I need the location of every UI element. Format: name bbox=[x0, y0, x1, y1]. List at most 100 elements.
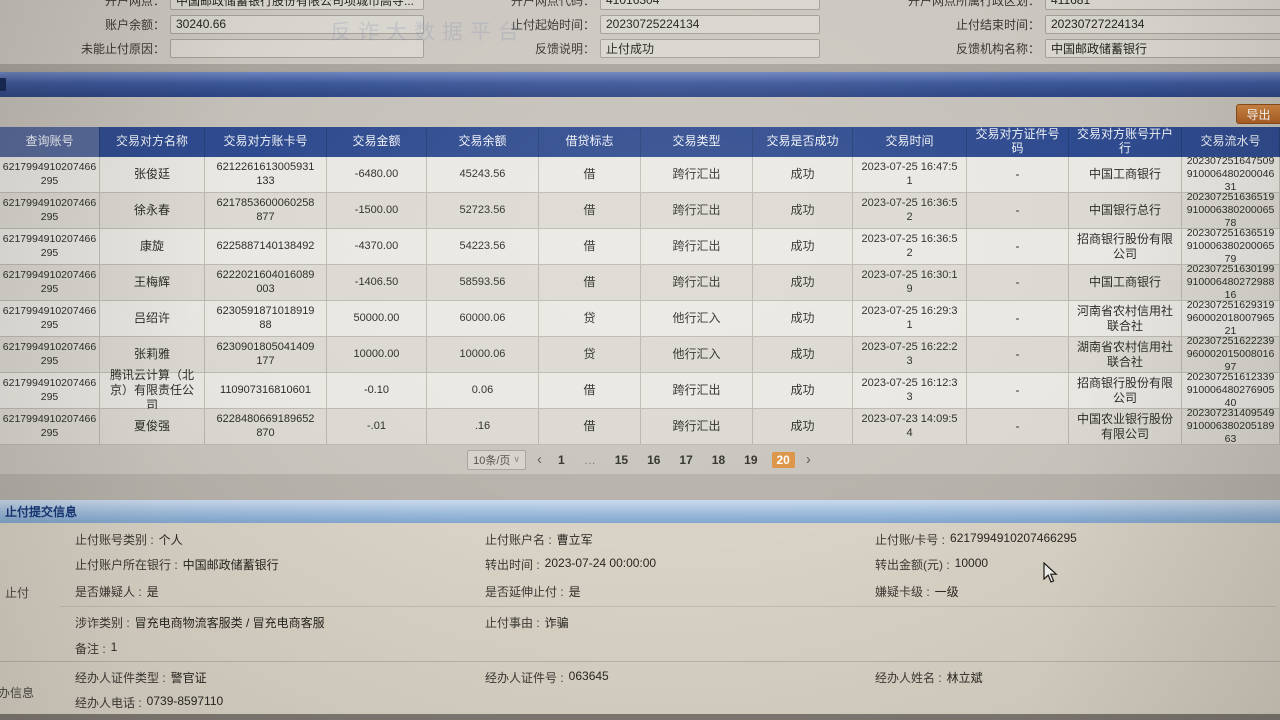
column-header[interactable]: 借贷标志 bbox=[539, 127, 641, 157]
transactions-table: 查询账号 交易对方名称 交易对方账卡号 交易金额 交易余额 借贷标志 交易类型 交易是否成功交… bbox=[0, 127, 1280, 445]
field-label: 止付起始时间： bbox=[510, 17, 595, 32]
field-stop-end-time: 止付结束时间： 20230727224134 bbox=[860, 12, 1280, 36]
table-row[interactable]: 6217994910207466295 腾讯云计算（北京）有限责任公司 110907… bbox=[0, 368, 1280, 412]
stop-start-time-input[interactable]: 20230725224134 bbox=[600, 14, 820, 34]
field-value: 6217994910207466295 bbox=[950, 531, 1077, 545]
mouse-cursor bbox=[1043, 562, 1058, 583]
table-cell: 借 bbox=[539, 229, 641, 265]
column-header[interactable]: 查询账号 bbox=[0, 127, 100, 157]
table-cell: 6217994910207466295 bbox=[0, 265, 100, 301]
field-value: 警官证 bbox=[170, 671, 207, 685]
page-button[interactable]: 20 bbox=[771, 451, 795, 468]
section-title: 止付提交信息 bbox=[5, 505, 78, 519]
column-header[interactable]: 交易类型 bbox=[641, 127, 753, 157]
column-header[interactable]: 交易余额 bbox=[427, 127, 539, 157]
account-balance-input[interactable]: 30240.66 bbox=[170, 14, 424, 34]
page-button[interactable]: 1 bbox=[558, 452, 565, 467]
column-header[interactable]: 交易流水号 bbox=[1182, 127, 1280, 157]
export-button[interactable]: 导出 bbox=[1236, 104, 1280, 124]
field-label: 未能止付原因： bbox=[80, 41, 165, 56]
table-cell: 王梅辉 bbox=[100, 265, 205, 301]
table-cell: 成功 bbox=[753, 409, 853, 445]
table-row[interactable]: 6217994910207466295 张俊廷 621226161300593113… bbox=[0, 155, 1280, 193]
table-cell: 6217994910207466295 bbox=[0, 193, 100, 229]
page-button[interactable]: 15 bbox=[614, 452, 629, 467]
field-branch-code: 开户网点代码： 41016304 bbox=[440, 0, 860, 12]
next-page-button[interactable]: › bbox=[805, 451, 811, 468]
table-cell: 跨行汇出 bbox=[641, 265, 753, 301]
page-button[interactable]: 17 bbox=[679, 452, 693, 467]
prev-page-button[interactable]: ‹ bbox=[537, 451, 543, 468]
table-cell: 他行汇入 bbox=[641, 337, 753, 373]
feedback-note-input[interactable]: 止付成功 bbox=[600, 38, 820, 58]
table-cell: 6217994910207466295 bbox=[0, 229, 100, 265]
table-cell: 中国银行总行 bbox=[1069, 193, 1182, 229]
operator-form bbox=[0, 661, 1280, 714]
table-row[interactable]: 6217994910207466295 张莉雅 623090180504140917… bbox=[0, 335, 1280, 373]
title-bar bbox=[0, 72, 1280, 97]
column-header[interactable]: 交易对方名称 bbox=[100, 127, 205, 157]
table-cell: 6217994910207466295 bbox=[0, 301, 100, 337]
field-feedback-note: 反馈说明： 止付成功 bbox=[440, 36, 860, 60]
field-branch: 开户网点： 中国邮政储蓄银行股份有限公司项城市高寺... bbox=[0, 0, 440, 12]
page-button[interactable]: 16 bbox=[647, 452, 661, 467]
table-cell: - bbox=[967, 409, 1069, 445]
table-row[interactable]: 6217994910207466295 王梅辉 622202160401608900… bbox=[0, 263, 1280, 301]
table-cell: - bbox=[967, 157, 1069, 193]
page-button[interactable]: 19 bbox=[744, 452, 758, 467]
table-cell: 跨行汇出 bbox=[641, 229, 753, 265]
field-value: 是 bbox=[568, 585, 581, 599]
column-header[interactable]: 交易是否成功 bbox=[753, 127, 853, 157]
field-stop-account-name: 止付账户名 : 曹立军 bbox=[485, 531, 593, 548]
table-row[interactable]: 6217994910207466295 夏俊强 622848066918965287… bbox=[0, 407, 1280, 445]
field-fraud-category: 涉诈类别 : 冒充电商物流客服类 / 冒充电商客服 bbox=[75, 614, 325, 631]
table-cell: -6480.00 bbox=[327, 157, 427, 193]
table-cell: 借 bbox=[539, 409, 641, 445]
column-header[interactable]: 交易对方证件号码 bbox=[967, 127, 1069, 157]
table-cell: 20230725162931996000201800796521 bbox=[1182, 299, 1280, 337]
field-operator-name: 经办人姓名 : 林立斌 bbox=[875, 669, 983, 686]
stop-payment-form bbox=[0, 523, 1280, 661]
table-cell: 成功 bbox=[753, 373, 853, 409]
column-header[interactable]: 交易对方账号开户行 bbox=[1069, 127, 1182, 157]
table-cell: - bbox=[967, 265, 1069, 301]
page-size-select[interactable]: 10条/页 ∨ bbox=[467, 449, 527, 470]
table-cell: -0.10 bbox=[327, 373, 427, 409]
table-cell: 跨行汇出 bbox=[641, 157, 753, 193]
table-cell: 徐永春 bbox=[100, 193, 205, 229]
table-row[interactable]: 6217994910207466295 康旋 6225887140138492 -43… bbox=[0, 227, 1280, 265]
table-cell: 20230723140954991000638020518963 bbox=[1182, 407, 1280, 445]
stop-end-time-input[interactable]: 20230727224134 bbox=[1045, 14, 1280, 34]
table-cell: 借 bbox=[539, 157, 641, 193]
branch-code-input[interactable]: 41016304 bbox=[600, 0, 820, 10]
branch-input[interactable]: 中国邮政储蓄银行股份有限公司项城市高寺... bbox=[170, 0, 424, 10]
table-row[interactable]: 6217994910207466295 徐永春 621785360006025887… bbox=[0, 191, 1280, 229]
table-row[interactable]: 6217994910207466295 吕绍许 623059187101891988… bbox=[0, 299, 1280, 337]
column-header[interactable]: 交易时间 bbox=[853, 127, 967, 157]
table-cell: 贷 bbox=[539, 301, 641, 337]
table-cell: - bbox=[967, 301, 1069, 337]
field-value: 2023-07-24 00:00:00 bbox=[544, 556, 657, 570]
field-value: 曹立军 bbox=[556, 533, 593, 547]
table-cell: 借 bbox=[539, 193, 641, 229]
field-label: 涉诈类别 : bbox=[75, 616, 130, 630]
group-label-operator: 经办信息 bbox=[0, 686, 35, 700]
field-label: 开户网点所属行政区划： bbox=[907, 0, 1040, 8]
field-transfer-amount: 转出金额(元) : 10000 bbox=[875, 556, 988, 573]
column-header[interactable]: 交易金额 bbox=[327, 127, 427, 157]
branch-region-input[interactable]: 411681 bbox=[1045, 0, 1280, 10]
table-cell: 10000.00 bbox=[327, 337, 427, 373]
table-cell: 50000.00 bbox=[327, 301, 427, 337]
table-cell: 6217994910207466295 bbox=[0, 409, 100, 445]
table-cell: 6217994910207466295 bbox=[0, 157, 100, 193]
column-header[interactable]: 交易对方账卡号 bbox=[205, 127, 327, 157]
table-cell: 成功 bbox=[753, 193, 853, 229]
table-cell: 58593.56 bbox=[427, 265, 539, 301]
table-cell: .16 bbox=[427, 409, 539, 445]
feedback-org-input[interactable]: 中国邮政储蓄银行 bbox=[1045, 38, 1280, 58]
collapse-notch bbox=[0, 78, 6, 91]
fail-reason-input[interactable] bbox=[170, 38, 424, 58]
table-cell: -.01 bbox=[327, 409, 427, 445]
page-button[interactable]: 18 bbox=[711, 452, 726, 467]
